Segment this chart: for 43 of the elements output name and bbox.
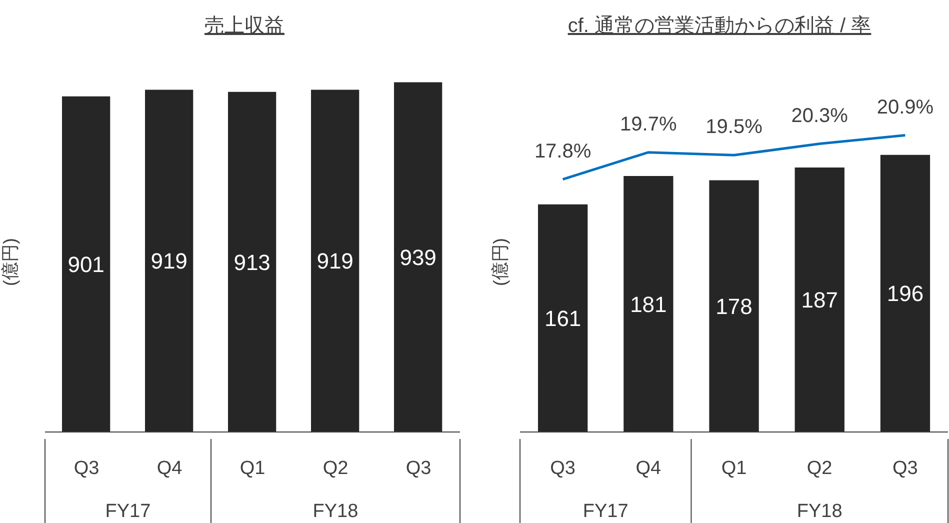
bar [794, 168, 844, 432]
data-label: 919 [150, 248, 188, 274]
x-tick-label: Q4 [156, 458, 183, 479]
x-tick-label: Q4 [636, 458, 662, 479]
x-tick-label: Q3 [892, 458, 918, 479]
data-label: 19.5% [706, 116, 763, 138]
bar [62, 96, 110, 432]
data-label: 19.7% [620, 113, 677, 136]
bar [145, 90, 194, 432]
x-tick-label: Q1 [240, 458, 266, 479]
data-label: 913 [234, 250, 270, 275]
data-label: 939 [400, 244, 436, 270]
data-label: 187 [801, 288, 838, 313]
y-axis-title: (億円) [489, 238, 511, 286]
data-label: 17.8% [534, 140, 592, 162]
text: FY18 [312, 501, 358, 522]
bar [624, 176, 674, 432]
chart-title: cf. 通常の営業活動からの利益 / 率 [566, 14, 872, 39]
bar [880, 154, 930, 432]
text: FY17 [582, 501, 628, 522]
data-label: 20.3% [791, 104, 848, 127]
bar [709, 180, 759, 432]
bar [394, 82, 442, 432]
data-label: 196 [886, 281, 924, 306]
x-tick-label: Q3 [550, 458, 576, 479]
x-tick-label: Q3 [74, 458, 100, 479]
x-tick-label: Q3 [406, 458, 432, 479]
x-tick-label: Q1 [721, 458, 747, 479]
text: FY17 [105, 501, 151, 522]
bar [538, 204, 588, 432]
bar [311, 90, 360, 432]
x-tick-label: Q2 [322, 458, 348, 479]
bar [228, 92, 276, 432]
data-label: 161 [544, 306, 582, 331]
x-tick-label: Q2 [806, 458, 832, 479]
data-label: 901 [68, 252, 104, 278]
data-label: 20.9% [876, 96, 934, 118]
text: FY18 [796, 501, 842, 522]
chart-title: 売上収益 [204, 14, 286, 39]
data-label: 919 [316, 248, 354, 274]
y-axis-title: (億円) [0, 238, 21, 286]
data-label: 181 [630, 292, 667, 317]
data-label: 178 [716, 294, 752, 319]
